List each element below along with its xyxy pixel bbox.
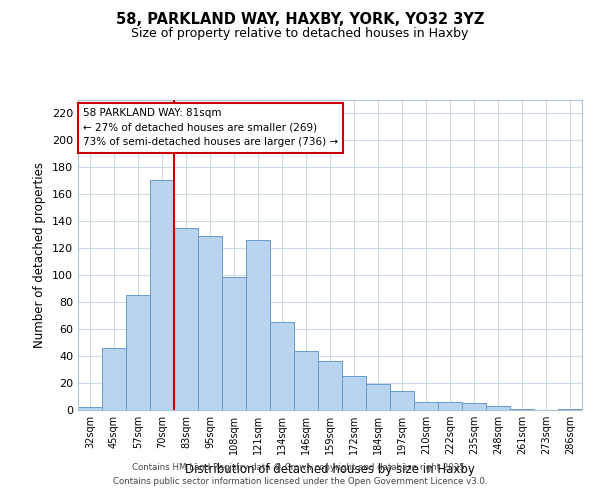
Bar: [486, 406, 510, 410]
Text: 58 PARKLAND WAY: 81sqm
← 27% of detached houses are smaller (269)
73% of semi-de: 58 PARKLAND WAY: 81sqm ← 27% of detached…: [83, 108, 338, 148]
X-axis label: Distribution of detached houses by size in Haxby: Distribution of detached houses by size …: [185, 462, 475, 475]
Bar: [270, 322, 294, 410]
Y-axis label: Number of detached properties: Number of detached properties: [34, 162, 46, 348]
Bar: [246, 240, 270, 410]
Bar: [222, 276, 246, 410]
Text: Contains public sector information licensed under the Open Government Licence v3: Contains public sector information licen…: [113, 477, 487, 486]
Bar: [366, 384, 390, 410]
Bar: [318, 362, 342, 410]
Bar: [414, 402, 438, 410]
Bar: [558, 408, 582, 410]
Bar: [462, 404, 486, 410]
Bar: [510, 408, 534, 410]
Bar: [294, 350, 318, 410]
Bar: [78, 408, 102, 410]
Text: Contains HM Land Registry data © Crown copyright and database right 2025.: Contains HM Land Registry data © Crown c…: [132, 464, 468, 472]
Bar: [150, 180, 174, 410]
Text: 58, PARKLAND WAY, HAXBY, YORK, YO32 3YZ: 58, PARKLAND WAY, HAXBY, YORK, YO32 3YZ: [116, 12, 484, 28]
Bar: [342, 376, 366, 410]
Text: Size of property relative to detached houses in Haxby: Size of property relative to detached ho…: [131, 28, 469, 40]
Bar: [198, 236, 222, 410]
Bar: [438, 402, 462, 410]
Bar: [102, 348, 126, 410]
Bar: [126, 296, 150, 410]
Bar: [174, 228, 198, 410]
Bar: [390, 391, 414, 410]
